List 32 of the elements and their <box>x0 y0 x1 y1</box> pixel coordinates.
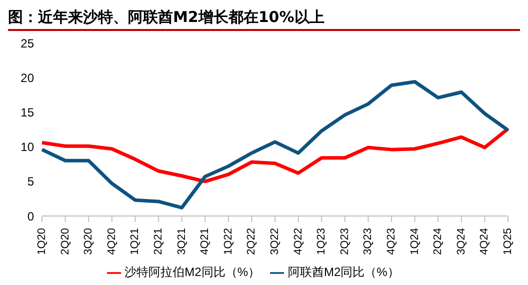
x-tick-label: 2Q21 <box>152 228 164 255</box>
x-tick-label: 4Q23 <box>386 228 398 255</box>
x-tick-label: 1Q25 <box>502 228 514 255</box>
x-tick-label: 3Q22 <box>269 228 281 255</box>
x-tick-label: 3Q23 <box>362 228 374 255</box>
line-series <box>40 127 510 184</box>
legend-label: 阿联酋M2同比（%） <box>288 265 400 279</box>
line-series <box>40 80 510 210</box>
x-tick-label: 4Q21 <box>199 228 212 255</box>
x-tick-label: 1Q20 <box>36 228 48 255</box>
x-tick-label: 2Q22 <box>246 228 258 255</box>
x-tick-label: 2Q23 <box>338 228 351 255</box>
y-tick-label: 25 <box>20 36 34 50</box>
x-tick-label: 2Q20 <box>59 228 72 255</box>
x-tick-label: 3Q20 <box>82 228 95 255</box>
y-tick-label: 20 <box>20 70 34 85</box>
x-tick-label: 4Q20 <box>106 228 118 255</box>
legend-label: 沙特阿拉伯M2同比（%） <box>124 265 260 279</box>
x-tick-label: 3Q24 <box>455 228 468 255</box>
x-tick-label: 1Q23 <box>316 228 328 255</box>
x-tick-label: 1Q21 <box>129 228 142 255</box>
y-tick-label: 5 <box>27 174 34 189</box>
x-tick-label: 4Q22 <box>292 228 304 255</box>
x-tick-label: 1Q22 <box>222 228 234 255</box>
y-tick-label: 0 <box>27 209 34 224</box>
x-tick-label: 4Q24 <box>478 228 491 255</box>
x-tick-label: 2Q24 <box>432 228 444 255</box>
y-tick-label: 15 <box>20 105 34 120</box>
chart-title: 图：近年来沙特、阿联酋M2增长都在10%以上 <box>8 8 520 31</box>
x-tick-label: 1Q24 <box>408 228 421 255</box>
y-tick-label: 10 <box>20 140 34 154</box>
x-tick-label: 3Q21 <box>176 228 188 255</box>
